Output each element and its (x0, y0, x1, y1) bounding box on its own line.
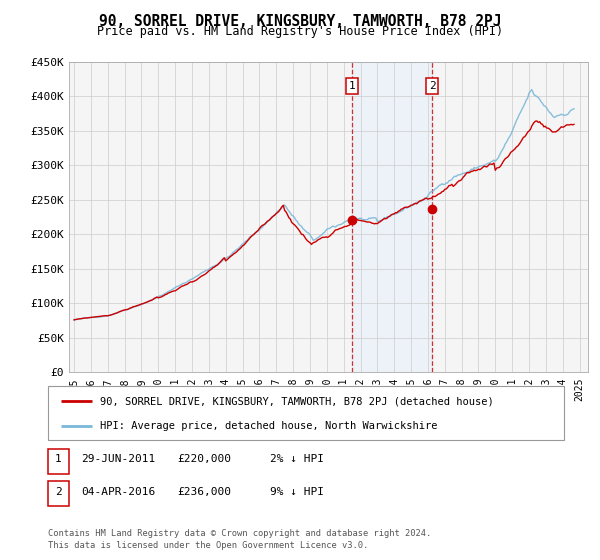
FancyBboxPatch shape (48, 481, 68, 506)
Text: 2: 2 (429, 81, 436, 91)
Text: 9% ↓ HPI: 9% ↓ HPI (270, 487, 324, 497)
Text: 2% ↓ HPI: 2% ↓ HPI (270, 454, 324, 464)
Text: 04-APR-2016: 04-APR-2016 (82, 487, 156, 497)
FancyBboxPatch shape (48, 449, 68, 474)
Text: HPI: Average price, detached house, North Warwickshire: HPI: Average price, detached house, Nort… (100, 421, 437, 431)
Text: 90, SORREL DRIVE, KINGSBURY, TAMWORTH, B78 2PJ (detached house): 90, SORREL DRIVE, KINGSBURY, TAMWORTH, B… (100, 396, 493, 407)
Text: Contains HM Land Registry data © Crown copyright and database right 2024.: Contains HM Land Registry data © Crown c… (48, 529, 431, 538)
Text: 29-JUN-2011: 29-JUN-2011 (82, 454, 156, 464)
Text: 2: 2 (55, 487, 62, 497)
Text: 90, SORREL DRIVE, KINGSBURY, TAMWORTH, B78 2PJ: 90, SORREL DRIVE, KINGSBURY, TAMWORTH, B… (99, 14, 501, 29)
Text: 1: 1 (349, 81, 355, 91)
Text: This data is licensed under the Open Government Licence v3.0.: This data is licensed under the Open Gov… (48, 541, 368, 550)
Bar (352, 62, 432, 372)
Text: 1: 1 (55, 454, 62, 464)
Text: £220,000: £220,000 (177, 454, 231, 464)
FancyBboxPatch shape (48, 386, 564, 440)
Text: £236,000: £236,000 (177, 487, 231, 497)
Text: Price paid vs. HM Land Registry's House Price Index (HPI): Price paid vs. HM Land Registry's House … (97, 25, 503, 38)
